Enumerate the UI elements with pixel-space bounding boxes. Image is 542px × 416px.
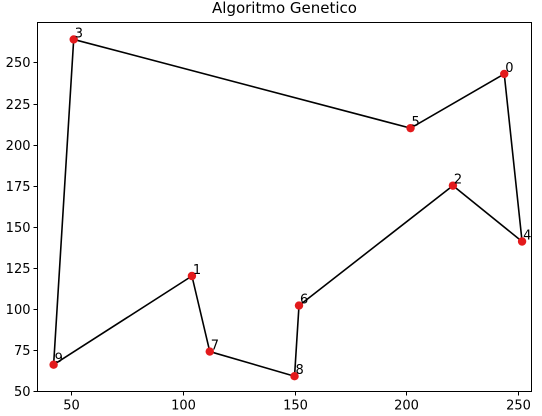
city-label-8: 8 <box>296 363 304 378</box>
route-segment-1-9 <box>52 275 193 366</box>
route-segment-9-3 <box>52 38 75 366</box>
x-tick-label-250: 250 <box>506 399 531 414</box>
city-marker-3 <box>69 35 78 44</box>
y-tick-label-200: 200 <box>6 139 31 154</box>
city-marker-7 <box>205 347 214 356</box>
city-marker-2 <box>448 181 458 190</box>
y-tick-label-125: 125 <box>6 262 31 277</box>
city-label-layer: 0 1 2 3 4 5 6 7 8 9 <box>55 26 532 378</box>
plot-frame <box>37 22 532 392</box>
city-marker-1 <box>187 271 197 281</box>
city-marker-0 <box>500 69 509 79</box>
city-marker-layer <box>49 35 527 381</box>
city-marker-9 <box>49 360 58 369</box>
x-tick-label-50: 50 <box>63 399 80 414</box>
y-tick-label-250: 250 <box>6 56 31 71</box>
city-label-9: 9 <box>55 352 63 367</box>
city-label-1: 1 <box>193 263 201 278</box>
route-segment-4-2 <box>452 184 523 243</box>
y-tick-label-150: 150 <box>6 221 31 236</box>
route-segment-5-0 <box>409 73 506 129</box>
y-tick-label-175: 175 <box>6 180 31 195</box>
y-tick-label-225: 225 <box>6 98 31 113</box>
city-marker-8 <box>290 372 299 381</box>
city-label-5: 5 <box>412 115 420 130</box>
y-tick-label-75: 75 <box>14 344 31 359</box>
route-segment-6-8 <box>293 304 300 378</box>
y-tick-label-50: 50 <box>14 385 31 400</box>
city-label-3: 3 <box>75 26 83 41</box>
x-tick-label-150: 150 <box>283 399 308 414</box>
city-marker-4 <box>517 237 527 246</box>
x-axis: 50 100 150 200 250 <box>63 391 531 414</box>
city-label-6: 6 <box>300 293 308 308</box>
route-segment-3-5 <box>72 38 412 129</box>
city-label-0: 0 <box>505 61 513 76</box>
city-marker-6 <box>294 301 304 310</box>
city-label-7: 7 <box>211 339 219 354</box>
city-label-4: 4 <box>523 229 531 244</box>
route-layer <box>52 38 523 378</box>
route-segment-0-4 <box>503 73 523 243</box>
y-axis: 50 75 100 125 150 175 200 225 250 <box>6 56 38 400</box>
route-segment-2-6 <box>298 184 454 307</box>
x-tick-label-100: 100 <box>171 399 196 414</box>
city-marker-5 <box>406 123 415 133</box>
route-segment-7-1 <box>191 275 211 353</box>
x-tick-label-200: 200 <box>394 399 419 414</box>
chart-title: Algoritmo Genetico <box>212 0 357 17</box>
city-label-2: 2 <box>454 173 462 188</box>
y-tick-label-100: 100 <box>6 303 31 318</box>
route-segment-8-7 <box>208 350 296 378</box>
